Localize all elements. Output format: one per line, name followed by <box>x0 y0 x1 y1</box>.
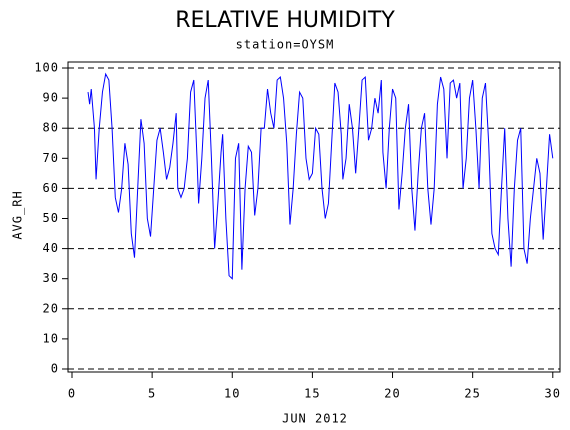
x-tick-label: 0 <box>68 387 76 401</box>
y-tick-label: 70 <box>43 151 59 165</box>
x-tick-label: 15 <box>304 387 320 401</box>
x-tick-label: 10 <box>224 387 240 401</box>
y-tick-label: 40 <box>43 241 59 255</box>
x-tick-label: 20 <box>384 387 400 401</box>
chart-subtitle: station=OYSM <box>236 38 335 52</box>
y-tick-label: 20 <box>43 301 59 315</box>
x-axis-label: JUN 2012 <box>282 412 348 426</box>
y-tick-label: 80 <box>43 121 59 135</box>
data-line <box>87 72 554 280</box>
chart-title: RELATIVE HUMIDITY <box>175 8 395 33</box>
x-tick-label: 30 <box>545 387 561 401</box>
x-tick-label: 5 <box>148 387 156 401</box>
y-tick-label: 30 <box>43 271 59 285</box>
plot-frame <box>67 61 561 373</box>
x-tick-label: 25 <box>464 387 480 401</box>
y-tick-label: 50 <box>43 211 59 225</box>
y-tick-label: 100 <box>34 61 59 75</box>
y-tick-label: 10 <box>43 331 59 345</box>
y-axis-label: AVG_RH <box>11 190 25 239</box>
y-tick-label: 60 <box>43 181 59 195</box>
y-tick-label: 0 <box>51 361 59 375</box>
y-tick-label: 90 <box>43 91 59 105</box>
